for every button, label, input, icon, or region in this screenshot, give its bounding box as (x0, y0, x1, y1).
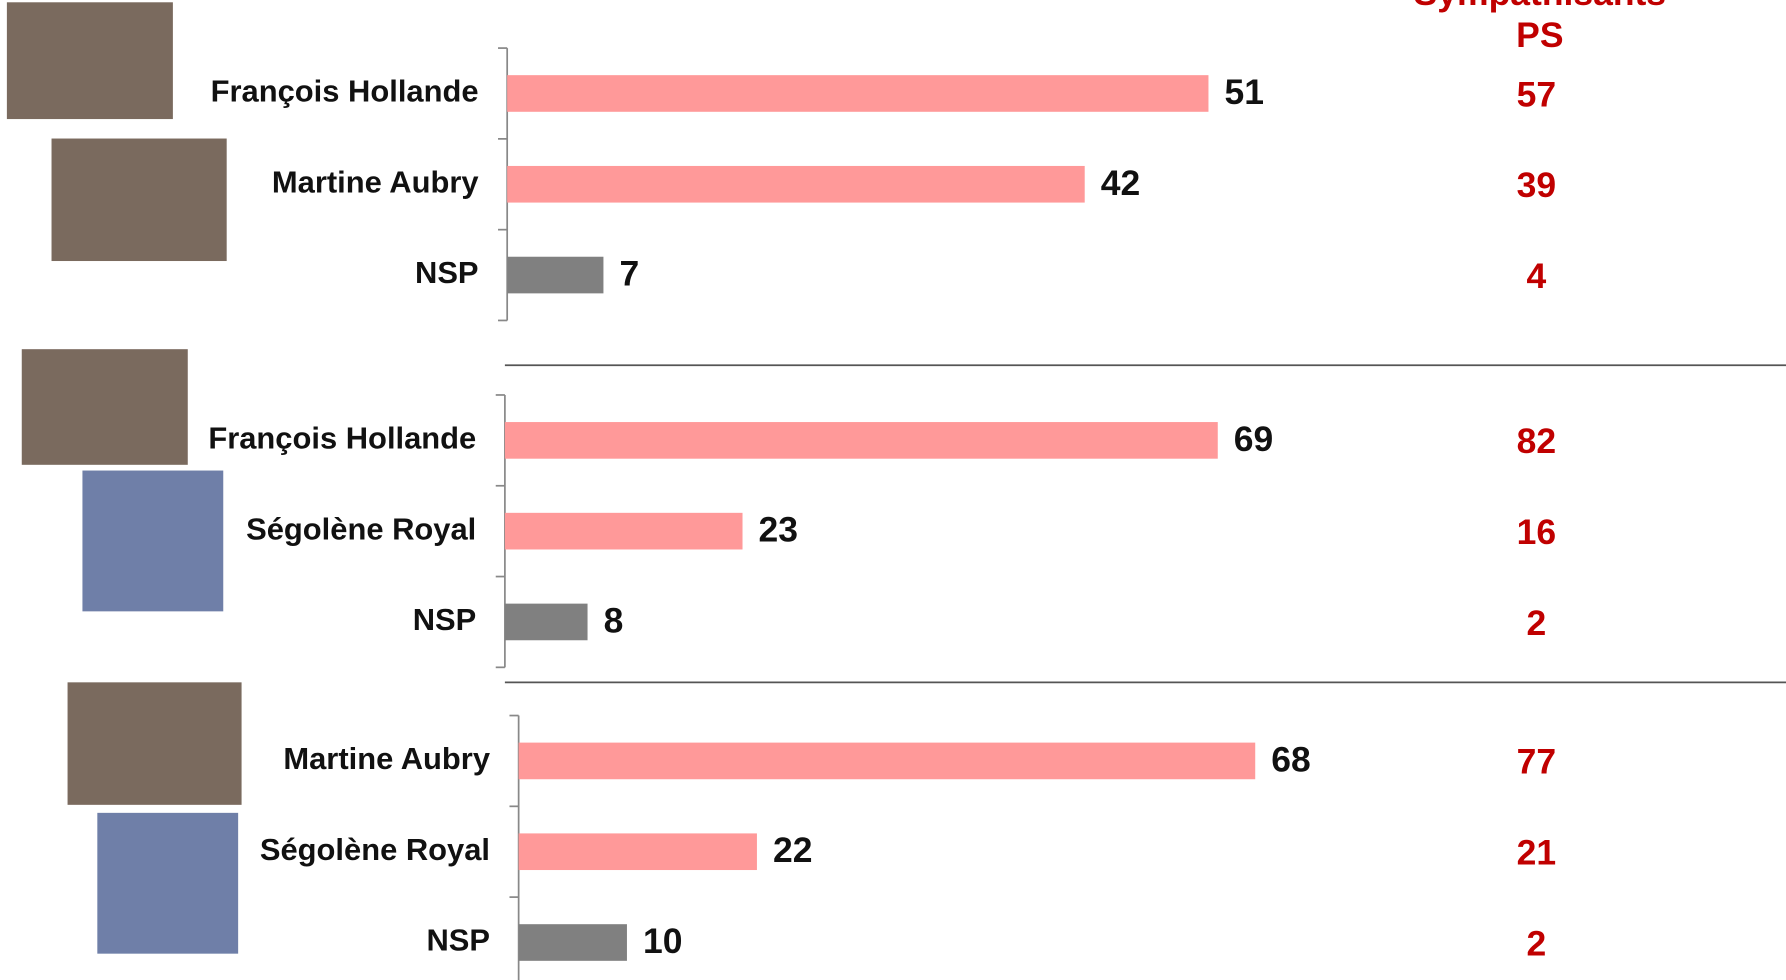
category-label: Martine Aubry (272, 164, 479, 199)
bar (507, 165, 1085, 203)
bar (518, 924, 627, 961)
category-label: Ségolène Royal (260, 832, 490, 867)
ps-value: 2 (1527, 923, 1547, 963)
photo (97, 812, 239, 954)
bar (507, 256, 604, 294)
bar (507, 75, 1209, 112)
value-label: 7 (619, 254, 639, 294)
value-label: 68 (1271, 739, 1310, 779)
value-label: 51 (1224, 72, 1263, 112)
ps-value: 21 (1517, 833, 1556, 873)
category-label: NSP (415, 255, 479, 290)
category-label: François Hollande (208, 421, 476, 456)
bar (504, 603, 588, 641)
photo (51, 138, 227, 262)
category-label: Ségolène Royal (246, 511, 476, 546)
category-label: NSP (413, 602, 477, 637)
bar (504, 422, 1218, 459)
photo (6, 2, 173, 120)
category-label: NSP (426, 923, 490, 958)
column-header: Sympathisants (1414, 0, 1666, 13)
photo (21, 349, 188, 465)
category-label: François Hollande (211, 74, 479, 109)
ps-value: 2 (1527, 603, 1547, 643)
photos (6, 2, 242, 954)
bar (518, 833, 757, 871)
photo (67, 682, 242, 805)
value-label: 10 (643, 921, 682, 961)
category-label: Martine Aubry (283, 741, 490, 776)
ps-value: 16 (1517, 512, 1556, 552)
value-label: 22 (773, 830, 812, 870)
photo (82, 470, 224, 612)
value-label: 23 (759, 510, 798, 550)
column-header: PS (1516, 15, 1563, 55)
value-label: 8 (604, 600, 624, 640)
ps-value: 4 (1527, 256, 1547, 296)
ps-value: 57 (1517, 74, 1556, 114)
ps-value: 39 (1517, 165, 1556, 205)
value-label: 69 (1234, 419, 1273, 459)
ps-value: 82 (1517, 421, 1556, 461)
bar (518, 742, 1256, 780)
value-label: 42 (1101, 163, 1140, 203)
ps-value: 77 (1517, 742, 1556, 782)
bar (504, 512, 743, 550)
